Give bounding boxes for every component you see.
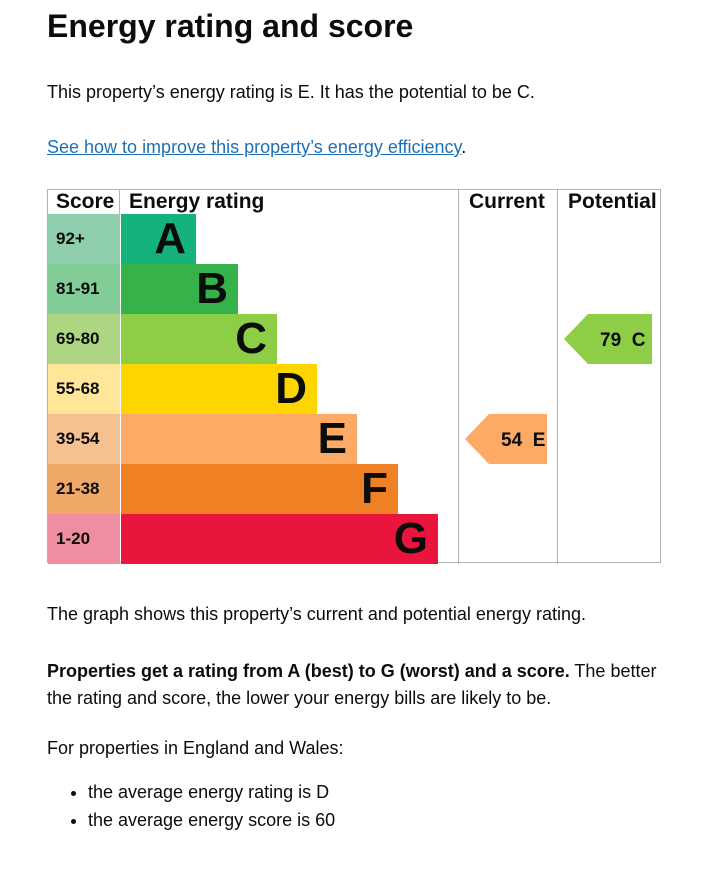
svg-text:79 C: 79 C xyxy=(600,330,646,351)
svg-text:54 E: 54 E xyxy=(501,430,545,451)
